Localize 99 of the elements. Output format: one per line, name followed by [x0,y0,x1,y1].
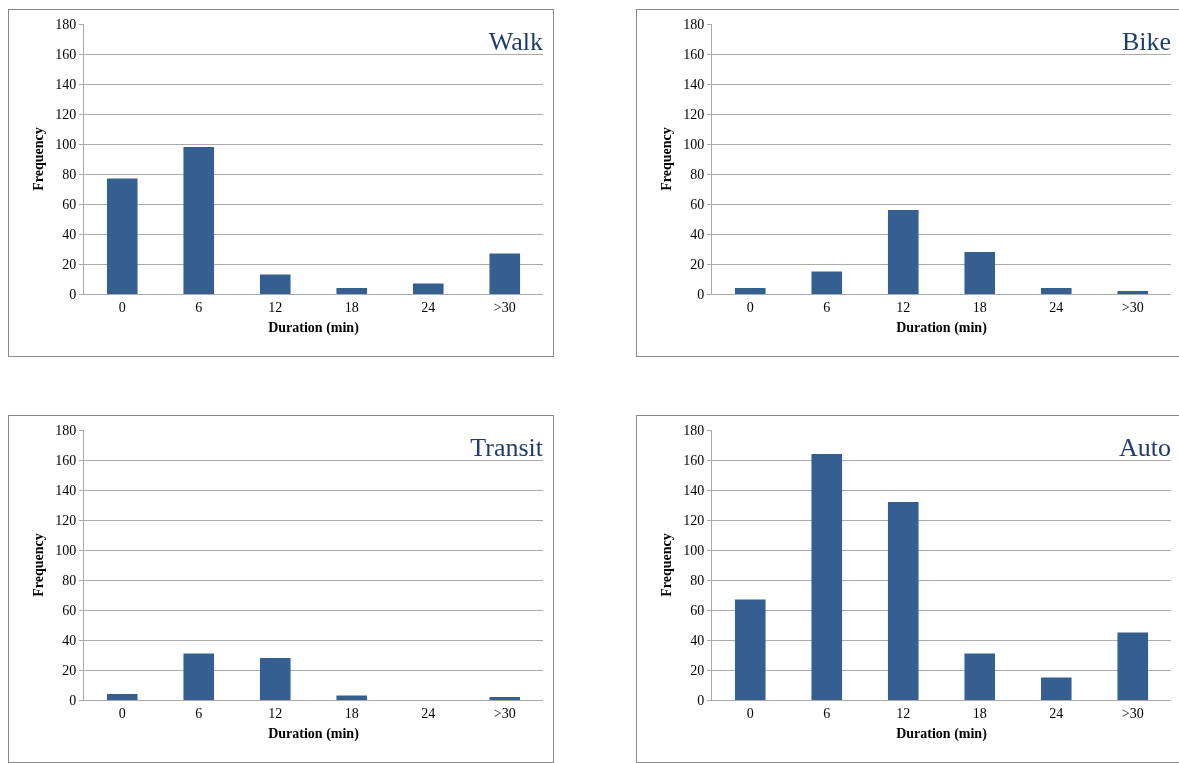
x-axis-title: Duration (min) [268,320,360,337]
y-tick-label: 120 [55,512,77,528]
y-axis-title: Frequency [30,533,46,597]
bar [887,502,919,700]
y-tick-label: 80 [690,572,705,588]
y-tick-label: 160 [55,46,77,62]
y-tick-label: 40 [690,632,705,648]
bar [1040,288,1072,294]
y-tick-label: 40 [62,226,77,242]
x-tick-label: 6 [195,705,203,721]
y-tick-label: 40 [62,632,77,648]
bar [1040,677,1072,700]
x-tick-label: 0 [118,299,126,315]
y-tick-label: 80 [62,572,77,588]
bar [259,274,291,294]
bar [489,697,521,700]
y-tick-label: 80 [690,166,705,182]
y-tick-label: 140 [683,76,705,92]
bar [106,178,138,294]
x-tick-label: 24 [421,705,436,721]
x-tick-label: >30 [493,299,516,315]
y-tick-label: 100 [683,542,705,558]
x-tick-label: 0 [746,299,754,315]
y-tick-label: 160 [55,452,77,468]
chart-title: Bike [1121,27,1171,57]
bar [336,695,368,700]
y-tick-label: 20 [690,256,705,272]
y-axis-title: Frequency [658,533,674,597]
x-tick-label: 0 [746,705,754,721]
x-tick-label: 12 [896,705,911,721]
x-tick-label: 24 [1049,705,1064,721]
bar [734,288,766,294]
x-tick-label: 24 [421,299,436,315]
y-axis-title: Frequency [30,127,46,191]
chart-title: Transit [470,433,544,463]
y-tick-label: 180 [55,16,77,32]
y-tick-label: 160 [683,46,705,62]
x-tick-label: >30 [1121,705,1144,721]
y-tick-label: 180 [683,422,705,438]
y-tick-label: 180 [55,422,77,438]
y-tick-label: 80 [62,166,77,182]
bar [1117,291,1149,294]
y-axis-title: Frequency [658,127,674,191]
y-tick-label: 120 [683,512,705,528]
y-tick-label: 140 [55,482,77,498]
y-tick-label: 120 [55,106,77,122]
x-tick-label: >30 [493,705,516,721]
x-tick-label: 12 [268,299,283,315]
bar [887,210,919,294]
bar [489,253,521,294]
x-tick-label: 18 [344,705,359,721]
bar [259,658,291,700]
x-axis-title: Duration (min) [896,320,988,337]
x-tick-label: 12 [896,299,911,315]
x-tick-label: >30 [1121,299,1144,315]
bar [336,288,368,294]
y-tick-label: 0 [69,286,77,302]
y-tick-label: 20 [62,662,77,678]
y-tick-label: 0 [697,286,705,302]
y-tick-label: 40 [690,226,705,242]
y-tick-label: 60 [62,196,77,212]
bar [811,271,843,294]
x-tick-label: 24 [1049,299,1064,315]
chart-title: Auto [1119,433,1171,463]
bar [183,147,215,294]
y-tick-label: 120 [683,106,705,122]
bar [734,599,766,700]
x-axis-title: Duration (min) [268,726,360,743]
x-tick-label: 18 [972,299,987,315]
y-tick-label: 140 [55,76,77,92]
y-tick-label: 140 [683,482,705,498]
x-tick-label: 6 [195,299,203,315]
x-tick-label: 6 [823,705,831,721]
y-tick-label: 60 [690,602,705,618]
bar [1117,632,1149,700]
y-tick-label: 20 [62,256,77,272]
x-axis-title: Duration (min) [896,726,988,743]
x-tick-label: 6 [823,299,831,315]
y-tick-label: 100 [55,136,77,152]
bar [183,653,215,700]
x-tick-label: 18 [972,705,987,721]
x-tick-label: 0 [118,705,126,721]
y-tick-label: 60 [62,602,77,618]
y-tick-label: 160 [683,452,705,468]
bar [964,653,996,700]
y-tick-label: 0 [697,692,705,708]
y-tick-label: 60 [690,196,705,212]
y-tick-label: 0 [69,692,77,708]
y-tick-label: 20 [690,662,705,678]
y-tick-label: 180 [683,16,705,32]
x-tick-label: 12 [268,705,283,721]
y-tick-label: 100 [55,542,77,558]
bar [106,694,138,700]
bar [412,283,444,294]
y-tick-label: 100 [683,136,705,152]
bar [811,454,843,700]
bar [964,252,996,294]
x-tick-label: 18 [344,299,359,315]
chart-title: Walk [488,27,543,57]
